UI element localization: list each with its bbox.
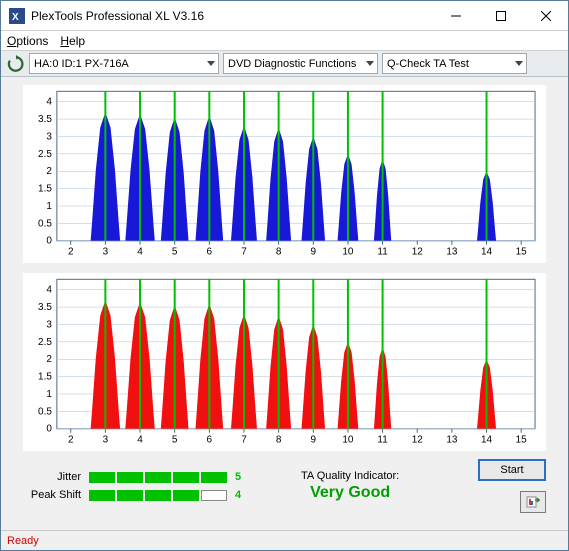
- jitter-bar: [89, 472, 227, 483]
- function-select[interactable]: DVD Diagnostic Functions: [223, 53, 378, 74]
- function-select-value: DVD Diagnostic Functions: [228, 58, 356, 70]
- svg-text:15: 15: [516, 247, 528, 258]
- svg-text:1: 1: [46, 389, 52, 400]
- svg-text:3: 3: [103, 435, 109, 446]
- menu-options[interactable]: Options: [7, 34, 48, 48]
- svg-text:X: X: [12, 12, 19, 23]
- svg-text:2: 2: [68, 247, 74, 258]
- jitter-row: Jitter 5: [23, 471, 251, 483]
- menu-options-label: ptions: [16, 34, 48, 48]
- window-buttons: [433, 1, 568, 30]
- svg-text:7: 7: [241, 247, 247, 258]
- chart-top: 0 0.5 1 1.5 2 2.5 3 3.5 4 2 3 4 5 6 7 8 9 10 11 12 13 14 15: [23, 85, 546, 263]
- svg-text:0.5: 0.5: [38, 218, 52, 229]
- svg-text:14: 14: [481, 247, 493, 258]
- svg-text:3.5: 3.5: [38, 302, 52, 313]
- svg-text:8: 8: [276, 435, 282, 446]
- test-select[interactable]: Q-Check TA Test: [382, 53, 527, 74]
- chevron-down-icon: [207, 58, 215, 70]
- svg-text:12: 12: [412, 435, 424, 446]
- svg-text:2.5: 2.5: [38, 149, 52, 160]
- svg-text:13: 13: [446, 435, 458, 446]
- svg-text:4: 4: [137, 247, 143, 258]
- titlebar: X PlexTools Professional XL V3.16: [1, 1, 568, 31]
- bottom-panel: Jitter 5 Peak Shift 4 TA Quality Indicat…: [23, 451, 546, 519]
- svg-text:1.5: 1.5: [38, 184, 52, 195]
- svg-text:4: 4: [137, 435, 143, 446]
- svg-text:3.5: 3.5: [38, 114, 52, 125]
- button-group: Start: [478, 459, 546, 513]
- menubar: Options Help: [1, 31, 568, 51]
- svg-text:11: 11: [377, 435, 388, 446]
- refresh-icon[interactable]: [7, 55, 25, 73]
- svg-text:6: 6: [207, 435, 213, 446]
- metrics: Jitter 5 Peak Shift 4: [23, 471, 251, 501]
- app-icon: X: [9, 8, 25, 24]
- menu-help[interactable]: Help: [60, 34, 85, 48]
- svg-text:0.5: 0.5: [38, 406, 52, 417]
- menu-help-label: elp: [69, 34, 85, 48]
- window-title: PlexTools Professional XL V3.16: [31, 9, 433, 23]
- svg-text:0: 0: [46, 424, 52, 435]
- svg-text:8: 8: [276, 247, 282, 258]
- peakshift-label: Peak Shift: [23, 489, 81, 501]
- jitter-value: 5: [235, 471, 251, 483]
- svg-text:4: 4: [46, 285, 52, 296]
- chart-bottom: 0 0.5 1 1.5 2 2.5 3 3.5 4 2 3 4 5 6 7 8 9 10 11 12 13 14 15: [23, 273, 546, 451]
- ta-quality-title: TA Quality Indicator:: [301, 470, 399, 482]
- export-button[interactable]: [520, 491, 546, 513]
- svg-text:4: 4: [46, 97, 52, 108]
- svg-text:3: 3: [103, 247, 109, 258]
- svg-text:9: 9: [311, 247, 317, 258]
- peakshift-row: Peak Shift 4: [23, 489, 251, 501]
- svg-text:2: 2: [46, 166, 52, 177]
- test-select-value: Q-Check TA Test: [387, 58, 469, 70]
- close-button[interactable]: [523, 1, 568, 30]
- peakshift-bar: [89, 490, 227, 501]
- chevron-down-icon: [366, 58, 374, 70]
- start-button[interactable]: Start: [478, 459, 546, 481]
- statusbar: Ready: [1, 530, 568, 550]
- svg-text:1: 1: [46, 201, 52, 212]
- ta-quality-block: TA Quality Indicator: Very Good: [301, 470, 399, 502]
- minimize-button[interactable]: [433, 1, 478, 30]
- svg-text:15: 15: [516, 435, 528, 446]
- svg-text:0: 0: [46, 236, 52, 247]
- svg-text:6: 6: [207, 247, 213, 258]
- maximize-button[interactable]: [478, 1, 523, 30]
- toolbar: HA:0 ID:1 PX-716A DVD Diagnostic Functio…: [1, 51, 568, 77]
- device-select-value: HA:0 ID:1 PX-716A: [34, 58, 129, 70]
- svg-text:13: 13: [446, 247, 458, 258]
- svg-text:14: 14: [481, 435, 493, 446]
- svg-text:3: 3: [46, 319, 52, 330]
- chevron-down-icon: [515, 58, 523, 70]
- svg-text:10: 10: [342, 435, 354, 446]
- svg-text:9: 9: [311, 435, 317, 446]
- svg-text:1.5: 1.5: [38, 372, 52, 383]
- peakshift-value: 4: [235, 489, 251, 501]
- svg-text:12: 12: [412, 247, 424, 258]
- svg-text:5: 5: [172, 247, 178, 258]
- ta-quality-value: Very Good: [310, 484, 390, 502]
- svg-text:2: 2: [46, 354, 52, 365]
- svg-text:3: 3: [46, 131, 52, 142]
- device-select[interactable]: HA:0 ID:1 PX-716A: [29, 53, 219, 74]
- jitter-label: Jitter: [23, 471, 81, 483]
- content-area: 00.511.522.533.5423456789101112131415 00…: [1, 77, 568, 530]
- svg-text:7: 7: [241, 435, 247, 446]
- svg-text:2.5: 2.5: [38, 337, 52, 348]
- app-window: X PlexTools Professional XL V3.16 Option…: [0, 0, 569, 551]
- svg-text:11: 11: [377, 247, 388, 258]
- svg-text:5: 5: [172, 435, 178, 446]
- svg-text:2: 2: [68, 435, 74, 446]
- svg-text:10: 10: [342, 247, 354, 258]
- status-text: Ready: [7, 535, 39, 547]
